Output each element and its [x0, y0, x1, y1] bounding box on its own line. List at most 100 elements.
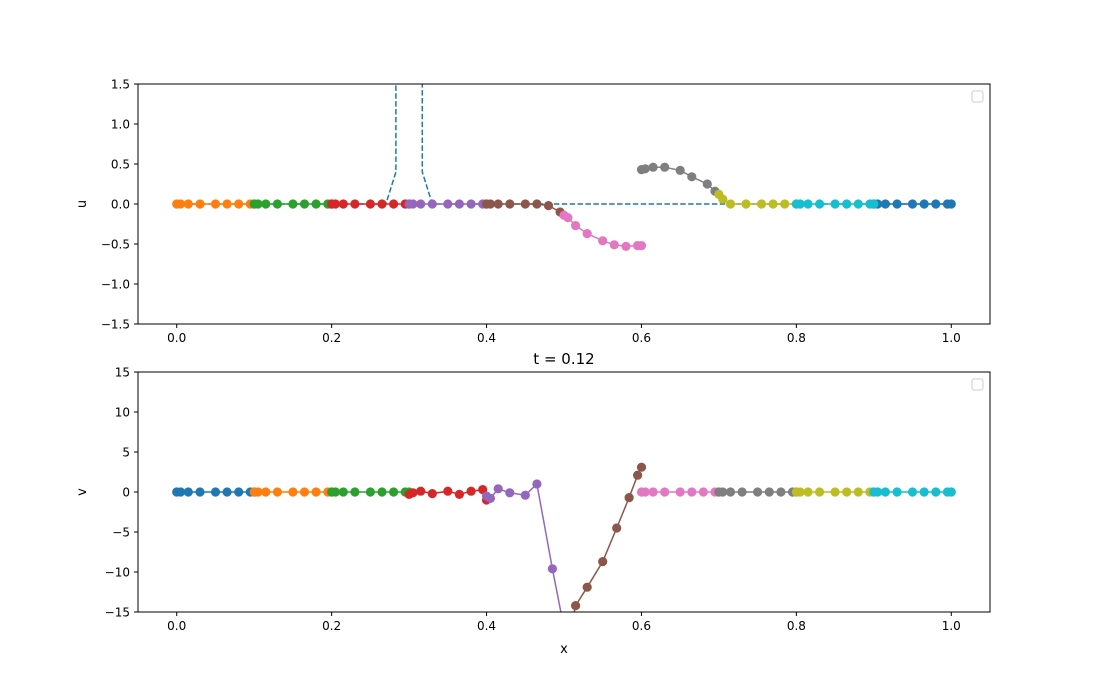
top-series-8-point — [768, 199, 778, 209]
top-series-3-point — [365, 199, 375, 209]
bottom-xtick-label: 1.0 — [942, 619, 961, 633]
top-series-1-point — [183, 199, 193, 209]
top-series-7-point — [687, 172, 697, 182]
top-series-9-point — [803, 199, 813, 209]
top-series-7 — [636, 162, 720, 196]
top-ytick-label: 1.0 — [111, 118, 130, 132]
top-series-4-point — [466, 199, 476, 209]
top-series-1-point — [210, 199, 221, 209]
bottom-xtick-label: 0.6 — [632, 619, 651, 633]
top-series-2-point — [253, 199, 263, 209]
bottom-series-1-point — [311, 487, 321, 497]
bottom-series-7-point — [753, 487, 763, 497]
bottom-series-8-point — [815, 487, 825, 497]
bottom-series-2-point — [350, 487, 360, 497]
top-series-4-point — [427, 199, 437, 209]
top-ytick-label: 0.0 — [111, 198, 130, 212]
bottom-series-4-point — [493, 484, 503, 494]
bottom-series-0-point — [222, 487, 232, 497]
top-series-5-point — [505, 199, 515, 209]
bottom-series-9-point — [873, 487, 883, 497]
bottom-series-3-point — [466, 486, 476, 496]
bottom-xtick-label: 0.8 — [787, 619, 806, 633]
bottom-series-1-point — [261, 487, 271, 497]
top-series-5 — [481, 199, 565, 217]
top-series-5-point — [543, 201, 554, 211]
bottom-series-0-point — [195, 487, 205, 497]
top-xtick-label: 0.2 — [322, 331, 341, 345]
top-series-5-point — [532, 199, 542, 209]
bottom-series-7-point — [737, 487, 747, 497]
bottom-series-5-point — [612, 523, 622, 533]
bottom-series-7-point — [718, 487, 728, 497]
top-series-3-point — [330, 199, 341, 209]
top-series-7-point — [660, 162, 670, 172]
bottom-series-9-point — [919, 487, 929, 497]
bottom-series-3-point — [443, 486, 453, 496]
top-series-2-point — [311, 199, 321, 209]
top-series-4-point — [454, 199, 464, 209]
bottom-series-7-point — [725, 487, 736, 497]
top-series-6-point — [636, 241, 647, 251]
bottom-ytick-label: 10 — [115, 406, 130, 420]
bottom-series-4-point — [485, 493, 495, 503]
top-series-3-point — [338, 199, 348, 209]
bottom-series-6-point — [687, 487, 697, 497]
top-series-0 — [869, 199, 956, 209]
top-ytick-label: −1.5 — [101, 318, 130, 332]
top-series-3-point — [350, 199, 360, 209]
bottom-series-9-point — [880, 487, 891, 497]
top-series-6-point — [582, 229, 592, 239]
top-series-1-point — [176, 199, 186, 209]
bottom-ytick-label: 15 — [115, 366, 130, 380]
top-series-6-point — [598, 236, 608, 246]
top-xtick-label: 0.4 — [477, 331, 496, 345]
bottom-series-2-point — [338, 487, 348, 497]
top-series-8-point — [725, 199, 736, 209]
top-series-6-point — [609, 240, 619, 250]
bottom-series-7-point — [764, 487, 774, 497]
bottom-series-0-point — [210, 487, 221, 497]
bottom-series-3-point — [427, 489, 437, 499]
bottom-series-3 — [404, 485, 492, 505]
bottom-ytick-label: −10 — [105, 566, 130, 580]
bottom-panel-ylabel: v — [75, 488, 90, 496]
bottom-xtick-label: 0.2 — [322, 619, 341, 633]
top-series-1-point — [234, 199, 244, 209]
top-series-1-point — [195, 199, 205, 209]
top-series-8-point — [718, 194, 728, 204]
top-series-1 — [172, 199, 259, 209]
top-panel-legend-box — [971, 90, 984, 103]
bottom-series-6-point — [660, 487, 670, 497]
top-series-6-point — [563, 213, 573, 223]
bottom-series-0-point — [176, 487, 186, 497]
top-series-0-point — [931, 199, 941, 209]
top-series-0-point — [919, 199, 929, 209]
bottom-series-5-point — [636, 462, 647, 472]
bottom-series-9-point — [907, 487, 918, 497]
top-series-9-point — [815, 199, 825, 209]
bottom-series-9-point — [931, 487, 941, 497]
top-series-9 — [791, 199, 879, 209]
bottom-series-4 — [481, 479, 562, 612]
bottom-series-1-point — [288, 487, 298, 497]
bottom-series-5-point — [598, 557, 608, 567]
bottom-series-8-point — [795, 487, 805, 497]
top-series-9-point — [842, 199, 852, 209]
top-ytick-label: −1.0 — [101, 278, 130, 292]
bottom-series-5-point — [571, 601, 581, 611]
top-series-2-point — [288, 199, 298, 209]
bottom-series-7-point — [776, 487, 786, 497]
top-xtick-label: 0.8 — [787, 331, 806, 345]
top-series-0-point — [907, 199, 918, 209]
top-series-2-point — [299, 199, 310, 209]
bottom-series-3-point — [416, 486, 426, 496]
bottom-series-1-point — [272, 487, 282, 497]
top-xtick-label: 1.0 — [942, 331, 961, 345]
bottom-panel-xlabel: x — [560, 642, 568, 657]
bottom-series-1-point — [299, 487, 310, 497]
top-xtick-label: 0.0 — [167, 331, 186, 345]
top-series-2-point — [272, 199, 282, 209]
